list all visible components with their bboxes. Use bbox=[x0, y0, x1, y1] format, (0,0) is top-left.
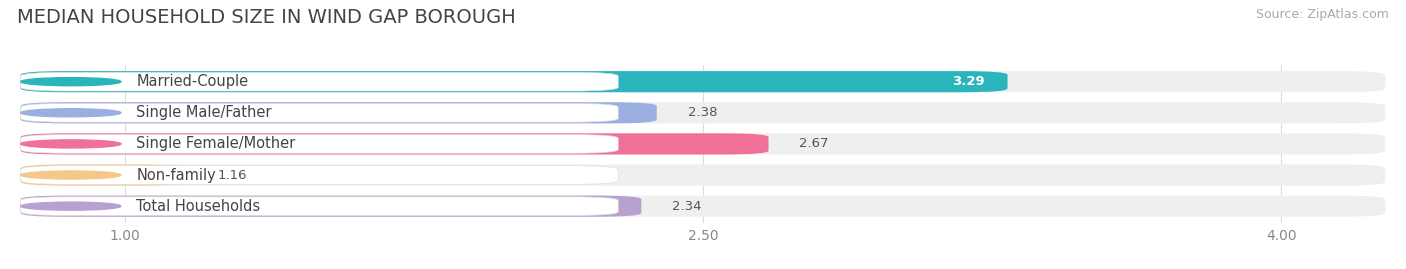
Text: Total Households: Total Households bbox=[136, 199, 260, 214]
Text: MEDIAN HOUSEHOLD SIZE IN WIND GAP BOROUGH: MEDIAN HOUSEHOLD SIZE IN WIND GAP BOROUG… bbox=[17, 8, 516, 27]
FancyBboxPatch shape bbox=[21, 164, 1385, 186]
Circle shape bbox=[21, 140, 121, 148]
FancyBboxPatch shape bbox=[21, 104, 619, 122]
Text: 2.67: 2.67 bbox=[800, 137, 830, 150]
Text: 3.29: 3.29 bbox=[952, 75, 984, 88]
FancyBboxPatch shape bbox=[21, 196, 641, 217]
Text: 2.38: 2.38 bbox=[688, 106, 717, 119]
Circle shape bbox=[21, 78, 121, 86]
FancyBboxPatch shape bbox=[21, 164, 187, 186]
FancyBboxPatch shape bbox=[21, 102, 657, 123]
FancyBboxPatch shape bbox=[21, 196, 1385, 217]
Text: Single Female/Mother: Single Female/Mother bbox=[136, 136, 295, 151]
Text: 1.16: 1.16 bbox=[218, 169, 247, 182]
Text: Single Male/Father: Single Male/Father bbox=[136, 105, 271, 120]
Text: 2.34: 2.34 bbox=[672, 200, 702, 213]
FancyBboxPatch shape bbox=[21, 133, 1385, 154]
FancyBboxPatch shape bbox=[21, 166, 619, 184]
Text: Married-Couple: Married-Couple bbox=[136, 74, 249, 89]
FancyBboxPatch shape bbox=[21, 133, 769, 154]
FancyBboxPatch shape bbox=[21, 71, 1008, 92]
FancyBboxPatch shape bbox=[21, 134, 619, 153]
FancyBboxPatch shape bbox=[21, 71, 1385, 92]
Circle shape bbox=[21, 109, 121, 117]
FancyBboxPatch shape bbox=[21, 72, 619, 91]
FancyBboxPatch shape bbox=[21, 102, 1385, 123]
Text: Non-family: Non-family bbox=[136, 168, 217, 183]
Circle shape bbox=[21, 202, 121, 210]
Text: Source: ZipAtlas.com: Source: ZipAtlas.com bbox=[1256, 8, 1389, 21]
FancyBboxPatch shape bbox=[21, 197, 619, 215]
Circle shape bbox=[21, 171, 121, 179]
